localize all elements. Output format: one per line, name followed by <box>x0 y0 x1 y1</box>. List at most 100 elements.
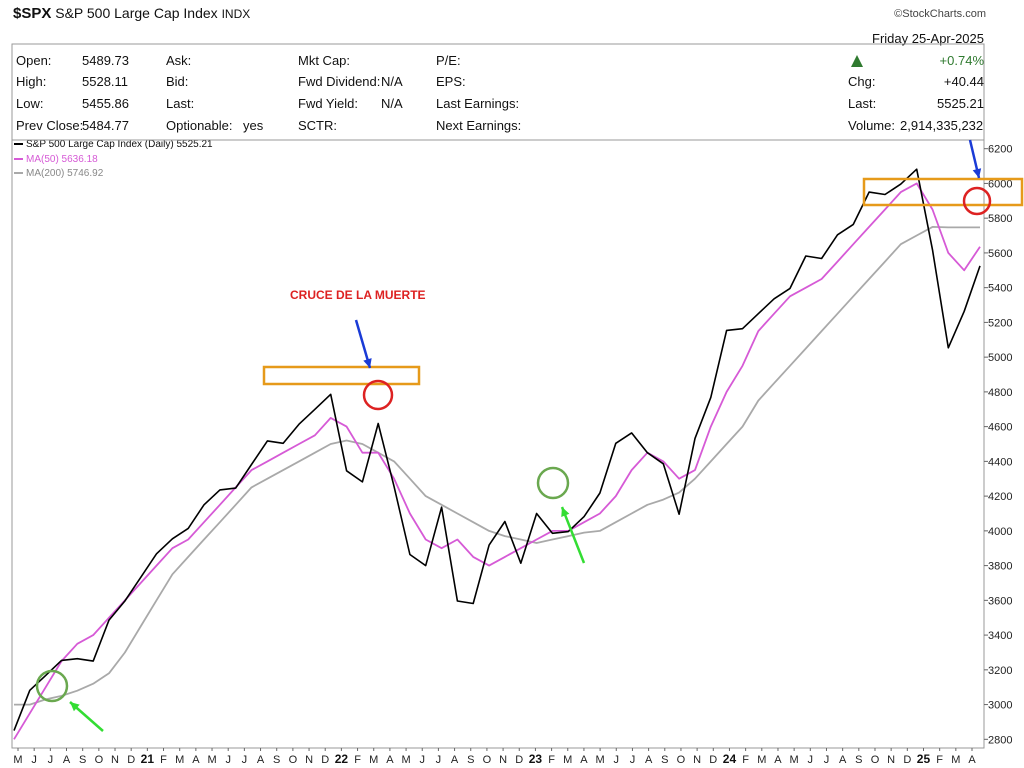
index-name: S&P 500 Large Cap Index <box>55 5 218 21</box>
y-tick-label: 5800 <box>988 213 1012 225</box>
x-tick-label: J <box>808 754 814 766</box>
fwd-yield-value: N/A <box>381 96 403 111</box>
x-tick-label: N <box>693 754 701 766</box>
x-tick-label: D <box>515 754 523 766</box>
x-tick-label: J <box>225 754 231 766</box>
blue-arrow-2022 <box>354 319 372 369</box>
y-tick-label: 6200 <box>988 144 1012 156</box>
x-tick-label: S <box>661 754 668 766</box>
x-tick-label: D <box>321 754 329 766</box>
blue-arrow-2022-head <box>363 358 372 368</box>
x-tick-label: N <box>887 754 895 766</box>
x-tick-label: O <box>483 754 492 766</box>
golden-cross-circle-2023 <box>536 466 570 500</box>
x-tick-label: J <box>630 754 636 766</box>
green-arrow-2023-head <box>561 507 570 517</box>
x-tick-label: M <box>401 754 410 766</box>
legend-ma200-text: MA(200) 5746.92 <box>26 168 104 179</box>
x-tick-label: D <box>709 754 717 766</box>
series-line-ma50 <box>13 182 981 740</box>
y-tick-label: 3800 <box>988 561 1012 573</box>
x-tick-label: M <box>369 754 378 766</box>
series-layer <box>13 168 981 740</box>
prev-close-value: 5484.77 <box>82 118 129 133</box>
green-arrow-2020-head <box>70 702 80 712</box>
x-tick-label: N <box>111 754 119 766</box>
x-tick-label: A <box>386 754 394 766</box>
optionable-value: yes <box>243 118 264 133</box>
x-tick-label: M <box>596 754 605 766</box>
x-tick-label: F <box>354 754 361 766</box>
x-tick-label: 21 <box>141 752 155 766</box>
x-tick-label: A <box>968 754 976 766</box>
x-tick-label: J <box>48 754 54 766</box>
golden-cross-circle-2020 <box>35 669 69 703</box>
sctr-label: SCTR: <box>298 118 337 133</box>
x-tick-label: 22 <box>335 752 349 766</box>
mkt-cap-label: Mkt Cap: <box>298 53 351 68</box>
x-tick-label: A <box>839 754 847 766</box>
x-tick-label: D <box>903 754 911 766</box>
death-cross-circle <box>362 379 394 411</box>
symbol: $SPX <box>13 5 52 22</box>
x-tick-label: M <box>790 754 799 766</box>
legend-ma50: MA(50) 5636.18 <box>14 154 98 165</box>
x-tick-label: A <box>580 754 588 766</box>
y-tick-label: 4000 <box>988 526 1012 538</box>
y-tick-label: 5200 <box>988 317 1012 329</box>
date: Friday 25-Apr-2025 <box>872 31 984 46</box>
x-tick-label: M <box>175 754 184 766</box>
x-tick-label: A <box>63 754 71 766</box>
x-tick-label: A <box>774 754 782 766</box>
y-tick-label: 4800 <box>988 387 1012 399</box>
x-tick-label: A <box>257 754 265 766</box>
y-tick-label: 3200 <box>988 665 1012 677</box>
last-label: Last: <box>166 96 195 111</box>
open-label: Open: <box>16 53 52 68</box>
y-tick-label: 3600 <box>988 595 1012 607</box>
x-tick-label: O <box>95 754 104 766</box>
high-label: High: <box>16 74 47 89</box>
x-tick-label: J <box>242 754 248 766</box>
x-tick-label: N <box>305 754 313 766</box>
x-tick-label: 25 <box>917 752 931 766</box>
x-tick-label: 24 <box>723 752 737 766</box>
x-tick-label: S <box>855 754 862 766</box>
pe-label: P/E: <box>436 53 461 68</box>
legend-ma50-swatch <box>14 158 23 161</box>
ask-label: Ask: <box>166 53 192 68</box>
optionable-label: Optionable: <box>166 118 233 133</box>
x-tick-label: J <box>31 754 37 766</box>
legend-ma200-swatch <box>14 172 23 175</box>
x-tick-label: M <box>951 754 960 766</box>
series-line-ma200 <box>14 226 980 706</box>
fwd-yield-label: Fwd Yield: <box>298 96 358 111</box>
x-tick-label: M <box>757 754 766 766</box>
series-line-price <box>13 168 981 731</box>
x-tick-label: O <box>677 754 686 766</box>
x-tick-label: N <box>499 754 507 766</box>
y-tick-label: 4600 <box>988 422 1012 434</box>
x-tick-label: O <box>871 754 880 766</box>
fwd-dividend-label: Fwd Dividend: <box>298 74 381 89</box>
open-value: 5489.73 <box>82 53 129 68</box>
low-value: 5455.86 <box>82 96 129 111</box>
plot-border <box>11 43 985 749</box>
last-price-label: Last: <box>848 96 877 111</box>
x-tick-label: A <box>645 754 653 766</box>
volume-label: Volume: <box>848 118 895 133</box>
x-tick-label: 23 <box>529 752 543 766</box>
y-tick-label: 6000 <box>988 178 1012 190</box>
x-tick-label: J <box>419 754 425 766</box>
resistance-box-2022 <box>262 365 421 386</box>
green-arrow-2020 <box>69 701 104 732</box>
fwd-dividend-value: N/A <box>381 74 403 89</box>
resistance-box-2025 <box>862 177 1024 207</box>
green-arrow-2023 <box>560 506 586 564</box>
last-price-value: 5525.21 <box>937 96 984 111</box>
last-earnings-label: Last Earnings: <box>436 96 520 111</box>
y-tick-label: 3400 <box>988 630 1012 642</box>
x-tick-label: A <box>192 754 200 766</box>
x-tick-label: A <box>451 754 459 766</box>
y-axis: 2800 3000 3200 3400 3600 3800 4000 4200 4400 4600… <box>984 144 1012 746</box>
